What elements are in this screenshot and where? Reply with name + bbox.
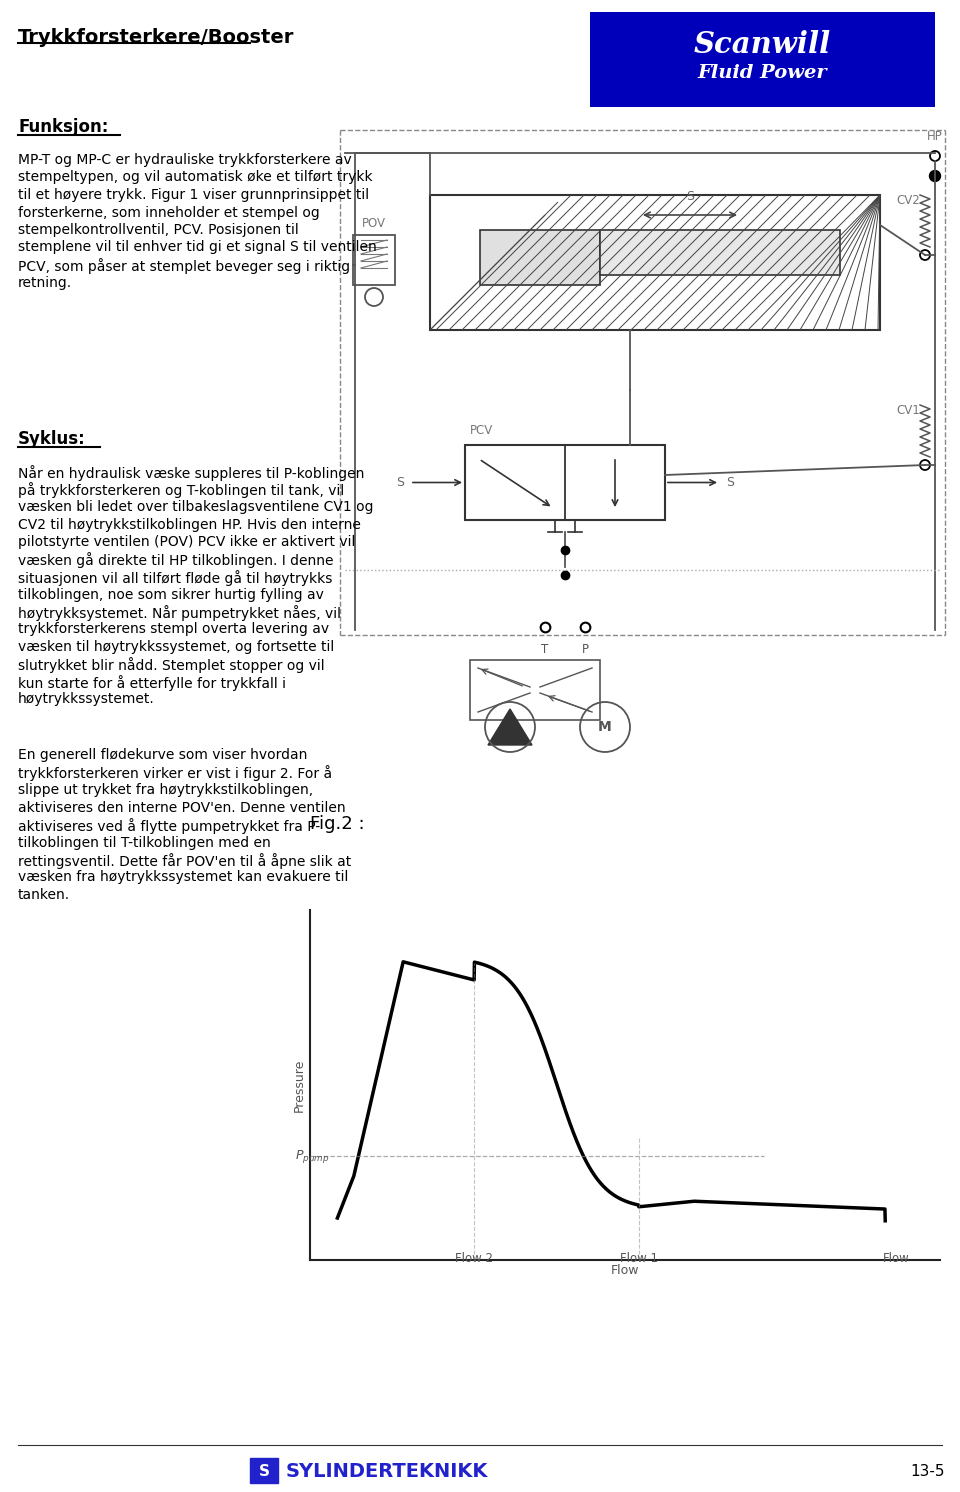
Text: Fluid Power: Fluid Power	[698, 64, 828, 82]
Text: væsken fra høytrykkssystemet kan evakuere til: væsken fra høytrykkssystemet kan evakuer…	[18, 870, 348, 885]
Text: PCV: PCV	[470, 424, 493, 437]
Bar	[590, 12, 935, 107]
Text: P: P	[582, 643, 588, 656]
Text: tanken.: tanken.	[18, 888, 70, 903]
Text: S: S	[258, 1464, 270, 1479]
Text: Flow 2: Flow 2	[455, 1252, 493, 1265]
Text: rettingsventil. Dette får POV'en til å åpne slik at: rettingsventil. Dette får POV'en til å å…	[18, 853, 351, 868]
Bar	[480, 230, 600, 285]
Text: MP-T og MP-C er hydrauliske trykkforsterkere av: MP-T og MP-C er hydrauliske trykkforster…	[18, 154, 351, 167]
Text: PCV, som påser at stemplet beveger seg i riktig: PCV, som påser at stemplet beveger seg i…	[18, 258, 350, 275]
Text: Syklus:: Syklus:	[18, 430, 85, 448]
Text: høytrykkssystemet.: høytrykkssystemet.	[18, 692, 155, 707]
Text: SYLINDERTEKNIKK: SYLINDERTEKNIKK	[286, 1462, 489, 1482]
Text: på trykkforsterkeren og T-koblingen til tank, vil: på trykkforsterkeren og T-koblingen til …	[18, 482, 345, 498]
Y-axis label: Pressure: Pressure	[293, 1058, 306, 1112]
Text: trykkforsterkeren virker er vist i figur 2. For å: trykkforsterkeren virker er vist i figur…	[18, 765, 332, 782]
Circle shape	[929, 170, 941, 182]
Text: stempelkontrollventil, PCV. Posisjonen til: stempelkontrollventil, PCV. Posisjonen t…	[18, 222, 299, 237]
Text: pilotstyrte ventilen (POV) PCV ikke er aktivert vil: pilotstyrte ventilen (POV) PCV ikke er a…	[18, 536, 355, 549]
Text: væsken til høytrykkssystemet, og fortsette til: væsken til høytrykkssystemet, og fortset…	[18, 640, 334, 653]
Text: En generell flødekurve som viser hvordan: En generell flødekurve som viser hvordan	[18, 747, 307, 762]
Bar	[430, 195, 880, 330]
Text: slippe ut trykket fra høytrykkstilkoblingen,: slippe ut trykket fra høytrykkstilkoblin…	[18, 783, 313, 797]
Text: slutrykket blir nådd. Stemplet stopper og vil: slutrykket blir nådd. Stemplet stopper o…	[18, 658, 324, 673]
Text: tilkoblingen til T-tilkoblingen med en: tilkoblingen til T-tilkoblingen med en	[18, 836, 271, 849]
Text: retning.: retning.	[18, 276, 72, 289]
Text: T: T	[541, 643, 548, 656]
Text: Når en hydraulisk væske suppleres til P-koblingen: Når en hydraulisk væske suppleres til P-…	[18, 466, 365, 480]
Text: Flow 1: Flow 1	[620, 1252, 658, 1265]
Text: M: M	[598, 721, 612, 734]
Text: S: S	[726, 476, 734, 489]
Text: Fig.2 :: Fig.2 :	[310, 815, 365, 833]
Text: høytrykksystemet. Når pumpetrykket nåes, vil: høytrykksystemet. Når pumpetrykket nåes,…	[18, 604, 341, 621]
Text: trykkforsterkerens stempl overta levering av: trykkforsterkerens stempl overta leverin…	[18, 622, 329, 637]
Text: væsken gå direkte til HP tilkoblingen. I denne: væsken gå direkte til HP tilkoblingen. I…	[18, 552, 333, 568]
Text: aktiviseres den interne POV'en. Denne ventilen: aktiviseres den interne POV'en. Denne ve…	[18, 801, 346, 815]
Text: S: S	[396, 476, 404, 489]
Text: Funksjon:: Funksjon:	[18, 118, 108, 136]
Text: Trykkforsterkere/Booster: Trykkforsterkere/Booster	[18, 28, 295, 48]
Text: stemplene vil til enhver tid gi et signal S til ventilen: stemplene vil til enhver tid gi et signa…	[18, 240, 376, 255]
Text: S: S	[686, 189, 694, 203]
Text: situasjonen vil all tilført fløde gå til høytrykks: situasjonen vil all tilført fløde gå til…	[18, 570, 332, 586]
Text: $P_{pump}$: $P_{pump}$	[295, 1147, 329, 1165]
Text: aktiviseres ved å flytte pumpetrykket fra P-: aktiviseres ved å flytte pumpetrykket fr…	[18, 818, 321, 834]
Text: 13-5: 13-5	[910, 1464, 945, 1479]
Text: til et høyere trykk. Figur 1 viser grunnprinsippet til: til et høyere trykk. Figur 1 viser grunn…	[18, 188, 370, 201]
Polygon shape	[488, 709, 532, 745]
Text: CV2 til høytrykkstilkoblingen HP. Hvis den interne: CV2 til høytrykkstilkoblingen HP. Hvis d…	[18, 518, 361, 531]
Bar	[470, 659, 600, 721]
Text: HP: HP	[927, 130, 943, 143]
Text: Flow: Flow	[883, 1252, 909, 1265]
Text: kun starte for å etterfylle for trykkfall i: kun starte for å etterfylle for trykkfal…	[18, 674, 286, 691]
Text: forsterkerne, som inneholder et stempel og: forsterkerne, som inneholder et stempel …	[18, 206, 320, 219]
Text: CV2: CV2	[897, 194, 920, 206]
Bar	[600, 230, 840, 275]
Text: Scanwill: Scanwill	[694, 30, 831, 60]
Text: væsken bli ledet over tilbakeslagsventilene CV1 og: væsken bli ledet over tilbakeslagsventil…	[18, 500, 373, 515]
Text: stempeltypen, og vil automatisk øke et tilført trykk: stempeltypen, og vil automatisk øke et t…	[18, 170, 372, 185]
Text: CV1: CV1	[897, 403, 920, 416]
Text: POV: POV	[362, 216, 386, 230]
Bar	[465, 445, 665, 521]
Bar	[250, 1458, 278, 1483]
X-axis label: Flow: Flow	[611, 1264, 639, 1277]
Text: tilkoblingen, noe som sikrer hurtig fylling av: tilkoblingen, noe som sikrer hurtig fyll…	[18, 588, 324, 601]
Bar	[353, 236, 395, 285]
